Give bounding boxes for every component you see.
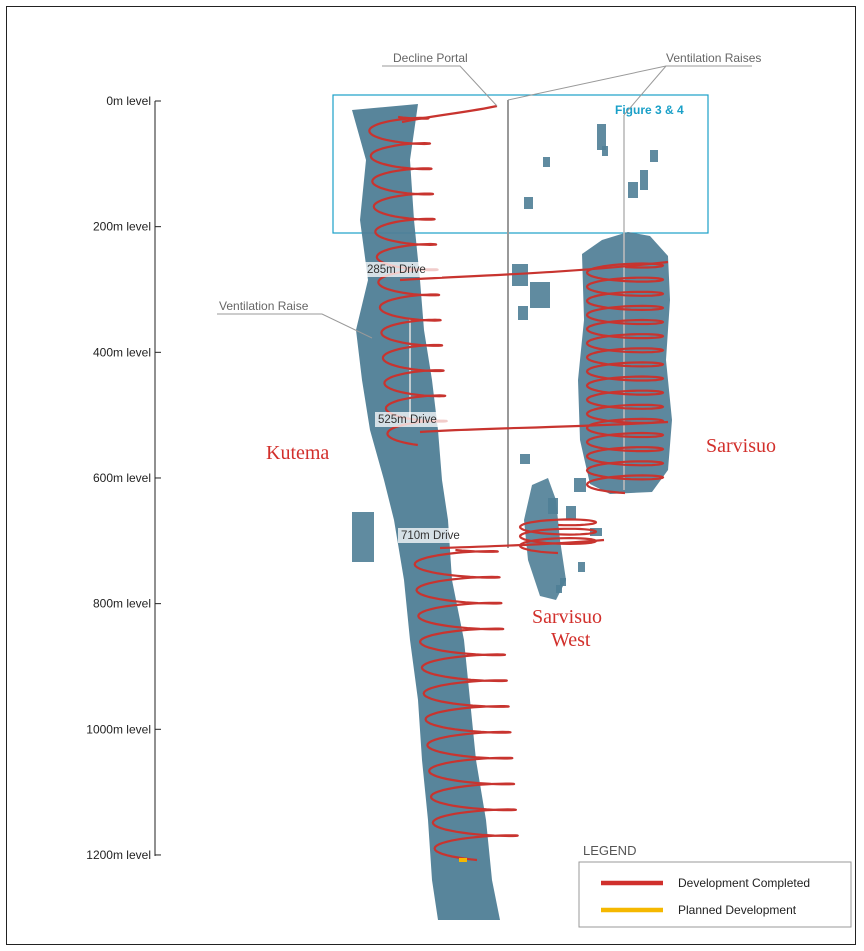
orebody-block: [352, 512, 374, 562]
orebody-block: [518, 306, 528, 320]
legend-box: [578, 861, 852, 928]
orebody-block: [578, 562, 585, 572]
orebody-block: [602, 146, 608, 156]
legend-title: LEGEND: [583, 843, 636, 858]
drive-label-525m: 525m Drive: [378, 414, 437, 426]
orebody-block: [566, 506, 576, 520]
level-label-0: 0m level: [106, 94, 151, 108]
orebody-block: [628, 182, 638, 198]
ventilation-raises-label: Ventilation Raises: [666, 51, 761, 65]
planned-development-marker: [459, 858, 467, 862]
figure-3-4-box: [332, 94, 709, 234]
level-label-600: 600m level: [93, 471, 151, 485]
ventilation-raise-label: Ventilation Raise: [219, 299, 309, 313]
sarvisuo-spiral: [585, 262, 665, 495]
drive-710m-path: [439, 538, 605, 550]
drive-labels: 285m Drive 525m Drive 710m Drive: [364, 262, 476, 543]
sarvisuo-west-spiral: [518, 518, 598, 555]
decline-portal-path: [401, 104, 498, 124]
orebody-block: [650, 150, 658, 162]
drive-525m-path: [419, 420, 669, 434]
level-label-200: 200m level: [93, 220, 151, 234]
depth-axis: 0m level 200m level 400m level 600m level 80…: [86, 94, 161, 862]
orebody-block: [640, 170, 648, 190]
kutema-orebody: [352, 104, 510, 920]
level-label-400: 400m level: [93, 345, 151, 359]
legend-label-completed: Development Completed: [678, 876, 810, 890]
callouts: Decline Portal Ventilation Raises Ventil…: [217, 51, 761, 339]
figure-frame: [6, 6, 856, 945]
level-label-800: 800m level: [93, 597, 151, 611]
orebody-block: [530, 282, 550, 308]
level-label-1000: 1000m level: [86, 722, 151, 736]
orebody-block: [543, 157, 550, 167]
legend-label-planned: Planned Development: [678, 903, 797, 917]
drive-285m-path: [399, 260, 669, 282]
orebody-block: [597, 124, 606, 150]
orebody-block: [512, 264, 528, 286]
level-label-1200: 1200m level: [86, 848, 151, 862]
orebody-block: [548, 498, 558, 514]
orebody-block: [524, 197, 533, 209]
kutema-label: Kutema: [266, 442, 329, 464]
orebody-block: [574, 478, 586, 492]
figure-box-label: Figure 3 & 4: [615, 103, 684, 117]
sarvisuo-label: Sarvisuo: [706, 435, 776, 457]
decline-portal-label: Decline Portal: [393, 51, 468, 65]
orebody-block: [560, 578, 566, 586]
sarvisuo-west-label-line1: Sarvisuo: [532, 606, 602, 628]
sarvisuo-west-label-line2: West: [551, 629, 591, 651]
drive-label-285m: 285m Drive: [367, 264, 426, 276]
legend: LEGEND Development Completed Planned Dev…: [578, 843, 852, 928]
drive-label-710m: 710m Drive: [401, 530, 460, 542]
orebody-block: [556, 585, 562, 593]
kutema-lower-spiral: [413, 548, 519, 862]
orebody-block: [520, 454, 530, 464]
